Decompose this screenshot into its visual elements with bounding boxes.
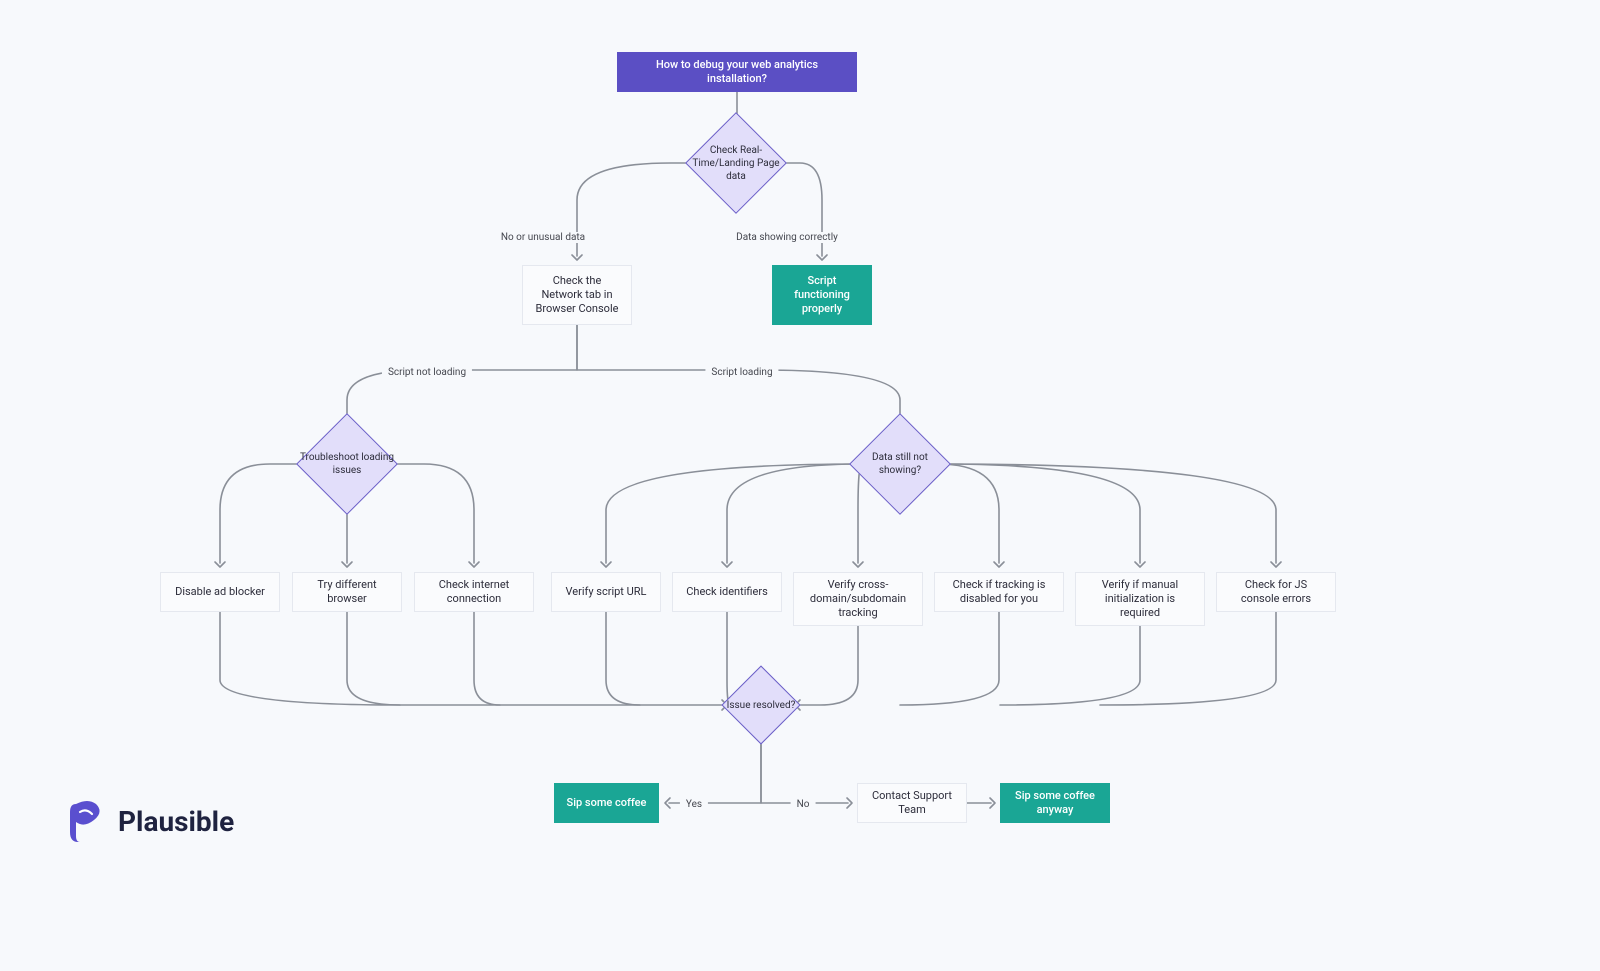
- edge-label-loading: Script loading: [705, 367, 778, 378]
- plausible-logo-icon: [70, 800, 106, 842]
- edge-label-no: No: [791, 799, 816, 810]
- edge-label-no_unusual: No or unusual data: [495, 232, 591, 243]
- edge-label-not_loading: Script not loading: [382, 367, 472, 378]
- plausible-logo: Plausible: [70, 800, 234, 842]
- edge-label-yes: Yes: [680, 799, 708, 810]
- plausible-logo-text: Plausible: [118, 805, 234, 838]
- edge-label-data_ok: Data showing correctly: [730, 232, 844, 243]
- flowchart-edge-labels: No or unusual data Data showing correctly…: [0, 0, 1600, 971]
